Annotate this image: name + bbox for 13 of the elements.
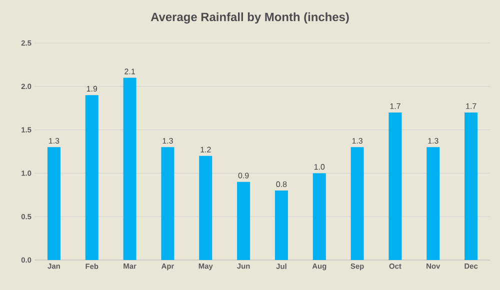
bar bbox=[237, 182, 250, 260]
bar bbox=[312, 173, 326, 260]
bar bbox=[47, 147, 60, 260]
bar bbox=[274, 190, 288, 260]
bar bbox=[350, 147, 364, 260]
bar bbox=[426, 147, 440, 260]
bar bbox=[464, 112, 478, 260]
bar bbox=[388, 112, 402, 260]
bar bbox=[199, 156, 212, 260]
bar bbox=[85, 95, 98, 260]
chart-title: Average Rainfall by Month (inches) bbox=[150, 12, 349, 24]
bar bbox=[161, 147, 174, 260]
bar bbox=[123, 78, 136, 260]
